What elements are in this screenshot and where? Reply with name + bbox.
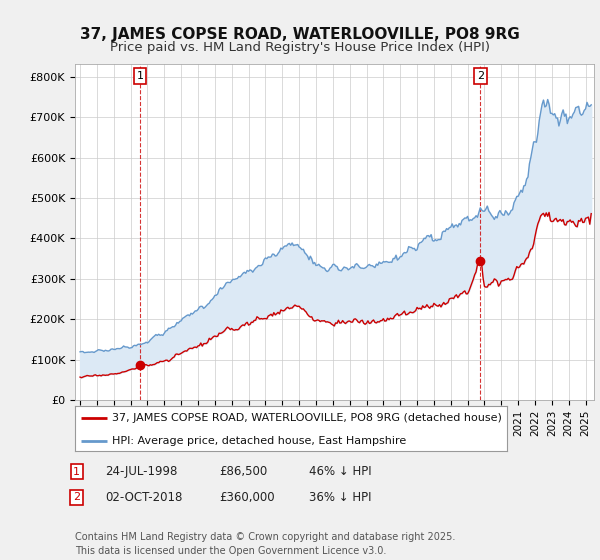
Text: 37, JAMES COPSE ROAD, WATERLOOVILLE, PO8 9RG: 37, JAMES COPSE ROAD, WATERLOOVILLE, PO8… [80, 27, 520, 42]
Text: 24-JUL-1998: 24-JUL-1998 [105, 465, 178, 478]
Text: 2: 2 [476, 71, 484, 81]
Text: 02-OCT-2018: 02-OCT-2018 [105, 491, 182, 504]
Text: Price paid vs. HM Land Registry's House Price Index (HPI): Price paid vs. HM Land Registry's House … [110, 41, 490, 54]
Text: £86,500: £86,500 [219, 465, 267, 478]
Text: 2: 2 [73, 492, 80, 502]
Text: 1: 1 [73, 466, 80, 477]
Text: Contains HM Land Registry data © Crown copyright and database right 2025.
This d: Contains HM Land Registry data © Crown c… [75, 533, 455, 556]
Text: 1: 1 [137, 71, 143, 81]
Text: £360,000: £360,000 [219, 491, 275, 504]
Text: HPI: Average price, detached house, East Hampshire: HPI: Average price, detached house, East… [112, 436, 406, 446]
Text: 36% ↓ HPI: 36% ↓ HPI [309, 491, 371, 504]
Text: 46% ↓ HPI: 46% ↓ HPI [309, 465, 371, 478]
Text: 37, JAMES COPSE ROAD, WATERLOOVILLE, PO8 9RG (detached house): 37, JAMES COPSE ROAD, WATERLOOVILLE, PO8… [112, 413, 502, 423]
